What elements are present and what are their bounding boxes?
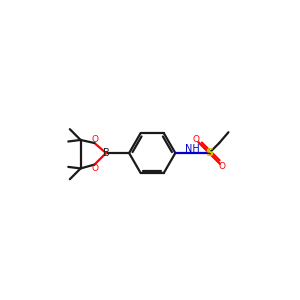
Text: B: B (103, 148, 110, 158)
Text: O: O (193, 136, 200, 145)
Text: O: O (92, 164, 99, 173)
Text: S: S (205, 148, 213, 158)
Text: NH: NH (185, 144, 200, 154)
Text: O: O (219, 162, 226, 171)
Text: O: O (92, 135, 99, 144)
